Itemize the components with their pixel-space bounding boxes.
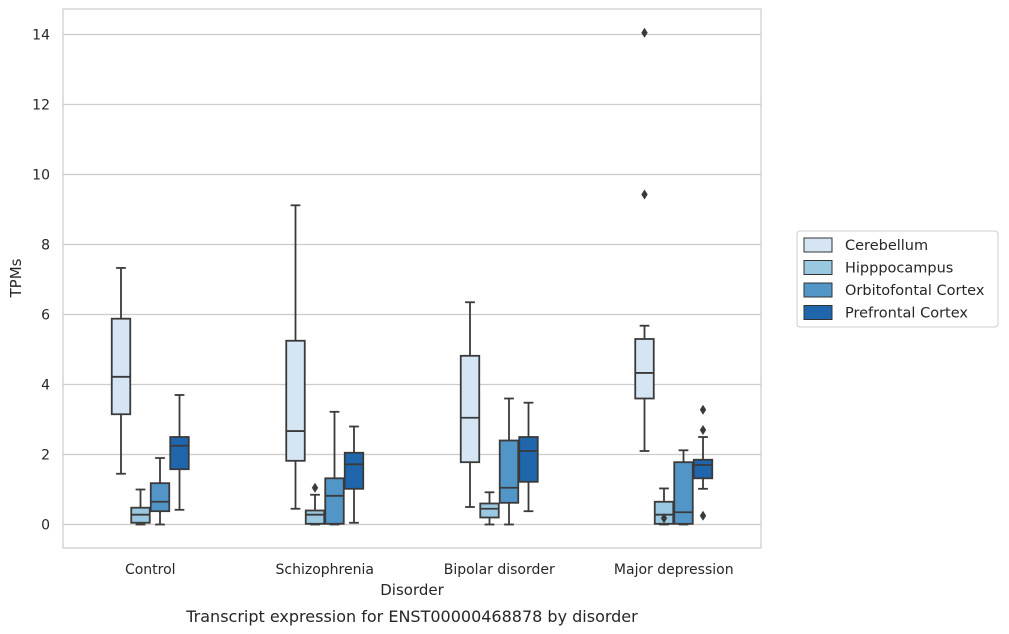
legend-label: Cerebellum	[845, 238, 928, 254]
y-tick-labels: 0 2 4 6 8 10 12 14	[32, 28, 50, 534]
plot-frame	[62, 8, 762, 549]
box-body	[285, 339, 306, 462]
box-hipppocampus-2	[479, 491, 500, 526]
box-body	[498, 439, 520, 504]
box-body	[634, 338, 655, 400]
x-tick-label: Major depression	[614, 562, 734, 578]
y-tick-label: 8	[41, 238, 50, 254]
box-body	[304, 509, 326, 525]
chart-caption: Transcript expression for ENST0000046887…	[185, 607, 638, 626]
y-axis-label: TPMs	[7, 258, 25, 298]
box-prefrontal-cortex-3	[692, 404, 714, 521]
y-tick-label: 12	[32, 98, 50, 114]
box-hipppocampus-3	[653, 487, 675, 526]
box-prefrontal-cortex-0	[169, 394, 190, 511]
legend-swatch	[803, 260, 833, 275]
y-tick-label: 14	[32, 28, 50, 44]
box-cerebellum-1	[285, 204, 306, 510]
box-body	[673, 461, 694, 525]
x-axis-label: Disorder	[380, 581, 444, 599]
box-cerebellum-2	[459, 301, 481, 508]
box-body	[110, 317, 132, 416]
x-tick-label: Control	[125, 562, 176, 578]
outlier-point	[660, 513, 668, 524]
box-orbitofontal-cortex-0	[149, 457, 171, 526]
legend-label: Orbitofontal Cortex	[845, 283, 985, 299]
legend-swatch	[803, 305, 833, 320]
y-tick-label: 2	[41, 448, 50, 464]
outlier-point	[641, 189, 648, 200]
legend: Cerebellum Hipppocampus Orbitofontal Corte…	[796, 230, 999, 328]
x-tick-label: Bipolar disorder	[444, 562, 555, 578]
legend-swatch	[803, 282, 833, 298]
legend-frame	[796, 230, 999, 328]
box-body	[149, 482, 171, 513]
box-body	[324, 477, 345, 525]
box-prefrontal-cortex-1	[343, 425, 365, 524]
box-prefrontal-cortex-2	[518, 401, 539, 513]
box-body	[169, 436, 190, 471]
y-tick-label: 0	[41, 518, 50, 534]
box-hipppocampus-1	[304, 482, 326, 526]
x-tick-label: Schizophrenia	[276, 562, 374, 578]
box-body	[653, 500, 675, 525]
outlier-point	[699, 404, 707, 415]
legend-items: Cerebellum Hipppocampus Orbitofontal Corte…	[803, 237, 985, 322]
box-body	[518, 436, 539, 483]
outlier-point	[311, 482, 319, 493]
box-cerebellum-0	[110, 267, 132, 475]
box-body	[459, 354, 481, 464]
box-body	[343, 451, 365, 490]
y-tick-label: 4	[41, 378, 50, 394]
y-tick-label: 10	[32, 168, 50, 184]
box-body	[692, 458, 714, 480]
box-orbitofontal-cortex-1	[324, 410, 345, 526]
x-tick-labels: Control Schizophrenia Bipolar disorder Majo…	[125, 562, 734, 578]
plot-background	[63, 9, 761, 548]
outlier-point	[699, 510, 707, 521]
box-body	[479, 502, 500, 519]
legend-swatch	[803, 237, 833, 253]
box-orbitofontal-cortex-3	[673, 449, 694, 526]
legend-label: Prefrontal Cortex	[845, 306, 968, 322]
box-cerebellum-3	[634, 27, 655, 452]
box-hipppocampus-0	[130, 488, 151, 526]
outlier-point	[699, 425, 707, 435]
y-tick-label: 6	[41, 308, 50, 324]
box-orbitofontal-cortex-2	[498, 397, 520, 526]
box-groups	[110, 27, 714, 526]
legend-label: Hipppocampus	[845, 261, 953, 277]
outlier-point	[641, 27, 648, 38]
